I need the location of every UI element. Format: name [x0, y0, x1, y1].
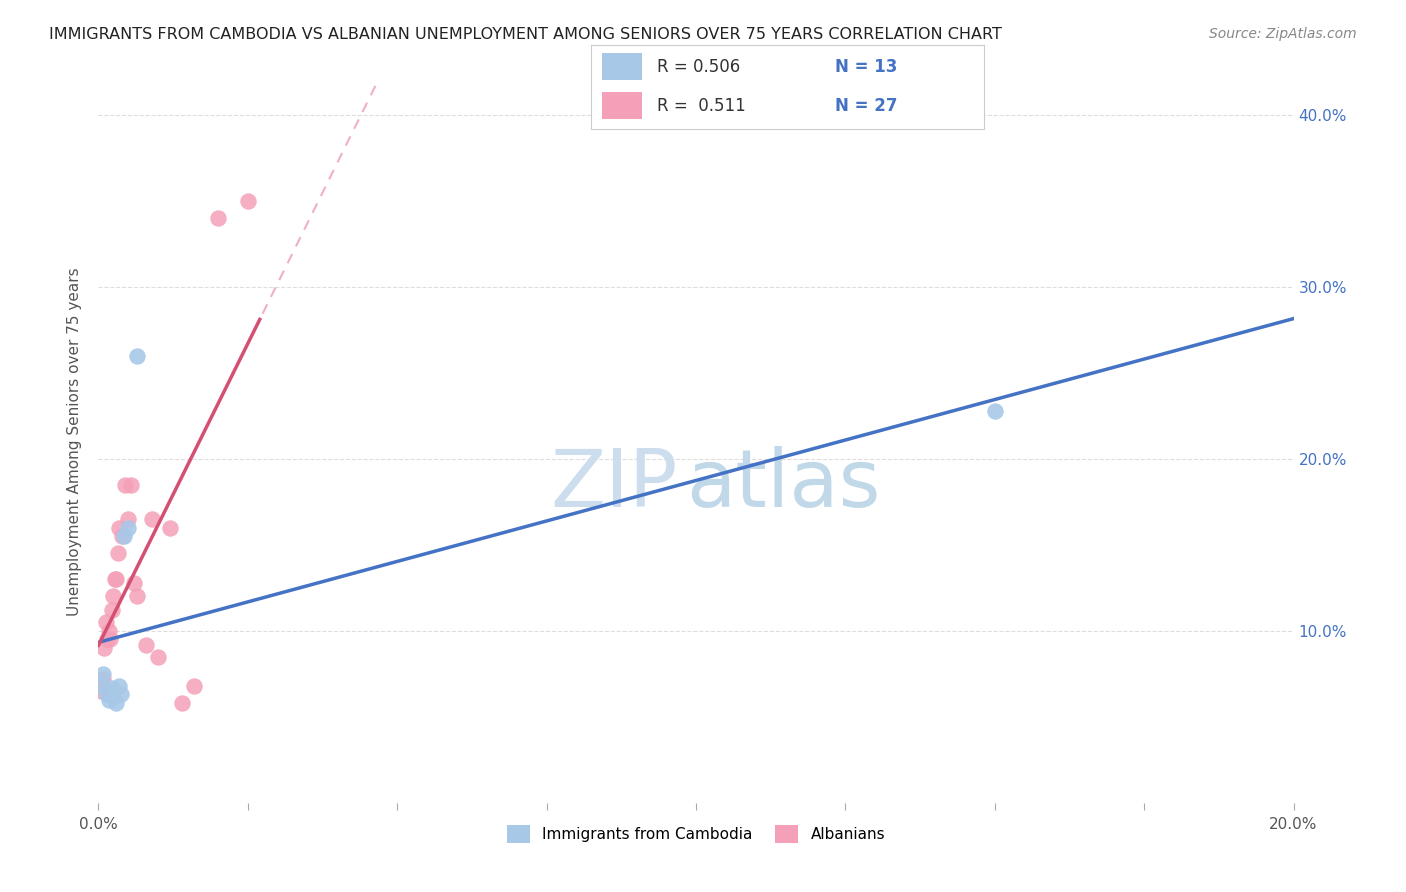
- Point: [91, 666, 114, 681]
- Point: [98, 692, 121, 706]
- Point: [96, 632, 118, 647]
- Point: [108, 520, 131, 534]
- Point: [110, 687, 132, 701]
- Point: [172, 696, 194, 710]
- Point: [984, 403, 1007, 417]
- Text: N = 13: N = 13: [835, 58, 897, 76]
- Point: [103, 689, 125, 703]
- Y-axis label: Unemployment Among Seniors over 75 years: Unemployment Among Seniors over 75 years: [67, 268, 83, 615]
- Text: ZIP: ZIP: [551, 446, 678, 524]
- Text: R =  0.511: R = 0.511: [658, 96, 747, 114]
- Text: IMMIGRANTS FROM CAMBODIA VS ALBANIAN UNEMPLOYMENT AMONG SENIORS OVER 75 YEARS CO: IMMIGRANTS FROM CAMBODIA VS ALBANIAN UNE…: [49, 27, 1002, 42]
- Point: [103, 590, 125, 604]
- Text: Source: ZipAtlas.com: Source: ZipAtlas.com: [1209, 27, 1357, 41]
- Point: [183, 679, 205, 693]
- Point: [96, 687, 118, 701]
- Point: [127, 349, 149, 363]
- Point: [117, 520, 139, 534]
- Point: [236, 194, 259, 208]
- Point: [111, 529, 134, 543]
- Point: [105, 572, 128, 586]
- Point: [91, 672, 114, 686]
- Point: [107, 546, 129, 560]
- Point: [120, 477, 142, 491]
- Point: [98, 632, 122, 647]
- Point: [100, 603, 122, 617]
- Point: [114, 477, 136, 491]
- Point: [100, 681, 122, 695]
- Bar: [602, 54, 641, 80]
- Text: R = 0.506: R = 0.506: [658, 58, 741, 76]
- Point: [98, 624, 121, 638]
- Point: [148, 649, 170, 664]
- Point: [127, 590, 149, 604]
- Point: [159, 520, 181, 534]
- Point: [207, 211, 229, 225]
- Point: [135, 638, 157, 652]
- Point: [117, 512, 139, 526]
- Point: [90, 684, 112, 698]
- Point: [105, 696, 128, 710]
- Text: atlas: atlas: [686, 446, 880, 524]
- Legend: Immigrants from Cambodia, Albanians: Immigrants from Cambodia, Albanians: [501, 819, 891, 849]
- Point: [104, 572, 127, 586]
- Point: [108, 679, 131, 693]
- Point: [112, 529, 135, 543]
- Point: [141, 512, 163, 526]
- Bar: [602, 92, 641, 120]
- Point: [93, 640, 115, 655]
- Point: [94, 615, 117, 630]
- Text: N = 27: N = 27: [835, 96, 897, 114]
- Point: [91, 679, 114, 693]
- Point: [124, 575, 146, 590]
